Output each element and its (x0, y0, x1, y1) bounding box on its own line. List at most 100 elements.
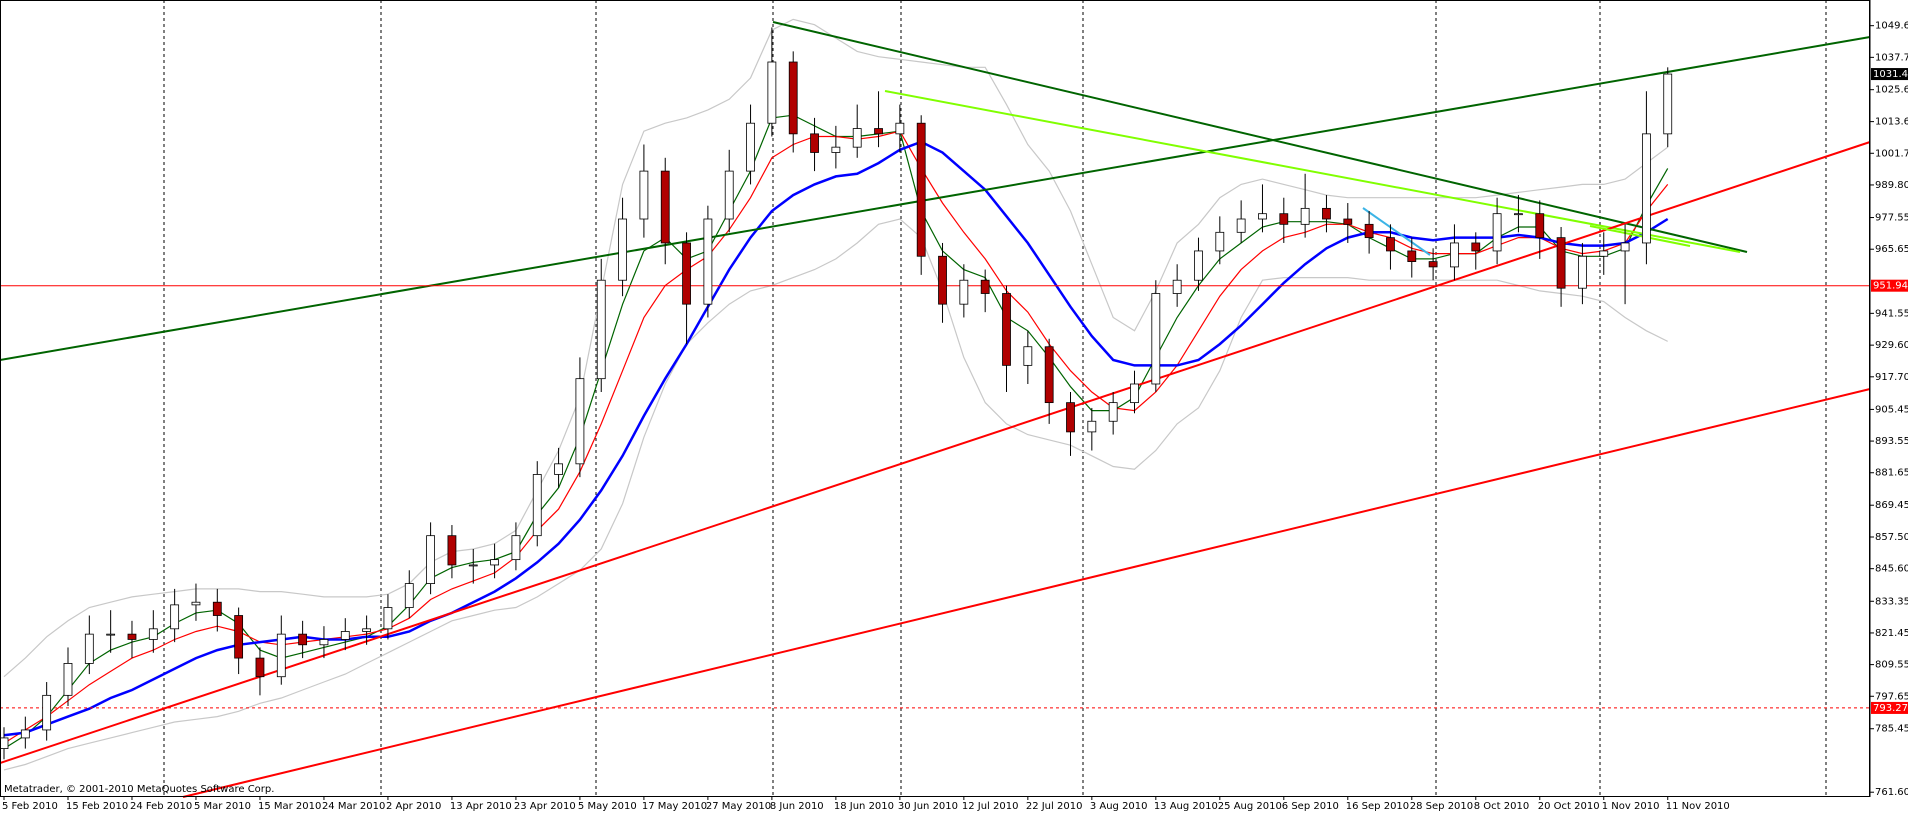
candle-body (1258, 213, 1267, 220)
candle-body (1108, 402, 1118, 422)
x-tick-label: 13 Aug 2010 (1154, 801, 1218, 812)
candle-body (1642, 133, 1651, 244)
candle-body (1343, 218, 1353, 225)
y-tick-label: 917.70 (1875, 372, 1908, 383)
price-tag-label: 1031.47 (1873, 69, 1908, 80)
candle-body (276, 633, 286, 678)
candle-body (916, 122, 926, 257)
y-tick-label: 965.65 (1875, 244, 1908, 255)
indicator-line (3, 18, 1669, 678)
candle-body (1599, 250, 1609, 257)
candle-body (1620, 242, 1630, 252)
y-tick-label: 761.60 (1875, 787, 1908, 798)
candle-body (1151, 293, 1161, 385)
candle-body (1236, 218, 1246, 233)
copyright: Metatrader, © 2001-2010 MetaQuotes Softw… (4, 784, 274, 795)
candle-body (1322, 207, 1331, 220)
candle-body (468, 564, 478, 567)
x-tick-label: 30 Jun 2010 (898, 801, 958, 812)
y-tick-label: 833.35 (1875, 596, 1908, 607)
trend-line (884, 90, 1741, 253)
candle-body (1364, 223, 1374, 239)
candle-body (1535, 213, 1545, 239)
candle-body (426, 535, 436, 584)
candle-body (340, 631, 350, 640)
candle-body (703, 218, 713, 305)
candle-body (1279, 213, 1289, 225)
x-tick-label: 5 Mar 2010 (194, 801, 251, 812)
candle-body (852, 128, 862, 148)
x-tick-label: 23 Apr 2010 (514, 801, 576, 812)
candle-body (980, 279, 990, 294)
candle-body (895, 122, 905, 135)
candle-body (1514, 213, 1523, 216)
candle-body (383, 607, 393, 630)
candle-body (404, 583, 414, 608)
y-tick-label: 881.65 (1875, 468, 1908, 479)
y-tick-label: 845.60 (1875, 564, 1908, 575)
x-tick-label: 5 May 2010 (578, 801, 637, 812)
candle-body (618, 218, 627, 281)
candle-body (1300, 207, 1310, 225)
price-tag (1871, 68, 1908, 81)
candle-body (20, 729, 30, 739)
y-tick-label: 1013.60 (1875, 117, 1908, 128)
y-tick-label: 1001.70 (1875, 148, 1908, 159)
y-tick-label: 905.45 (1875, 404, 1908, 415)
candle-body (639, 170, 649, 220)
x-tick-label: 22 Jul 2010 (1026, 801, 1083, 812)
candle-body (596, 279, 606, 380)
period-separators (163, 0, 1827, 797)
candle-body (84, 633, 94, 664)
y-tick-label: 1049.65 (1875, 21, 1908, 32)
candle-body (1492, 213, 1502, 252)
candle-body (575, 378, 585, 465)
x-tick-label: 27 May 2010 (706, 801, 771, 812)
price-tag (1871, 279, 1908, 292)
candle-body (767, 61, 777, 124)
candle-body (1194, 250, 1203, 281)
x-tick-label: 15 Feb 2010 (66, 801, 128, 812)
x-tick-label: 18 Jun 2010 (834, 801, 894, 812)
x-tick-label: 15 Mar 2010 (258, 801, 321, 812)
candle-body (682, 242, 691, 305)
x-tick-label: 5 Feb 2010 (2, 801, 58, 812)
x-tick-label: 6 Sep 2010 (1282, 801, 1339, 812)
x-tick-label: 13 Apr 2010 (450, 801, 512, 812)
candle-body (938, 255, 947, 305)
candle-body (42, 694, 52, 731)
candle-body (0, 737, 9, 749)
y-tick-label: 857.50 (1875, 532, 1908, 543)
y-tick-label: 977.55 (1875, 213, 1908, 224)
axes: 1049.65 1037.75 1025.60 1013.60 1001.70 989.8… (2, 21, 1908, 812)
candle-body (212, 601, 222, 616)
trend-line (1589, 225, 1691, 247)
x-tick-label: 8 Oct 2010 (1474, 801, 1529, 812)
x-tick-label: 20 Oct 2010 (1538, 801, 1600, 812)
candle-body (554, 463, 563, 475)
y-tick-label: 1025.60 (1875, 85, 1908, 96)
candle-body (362, 628, 372, 632)
candle-body (874, 128, 883, 135)
y-tick-label: 821.45 (1875, 628, 1908, 639)
x-tick-label: 16 Sep 2010 (1346, 801, 1409, 812)
x-tick-label: 8 Jun 2010 (770, 801, 824, 812)
y-tick-label: 929.60 (1875, 340, 1908, 351)
candle-body (511, 535, 521, 561)
x-tick-label: 24 Feb 2010 (130, 801, 192, 812)
candle-body (532, 474, 542, 537)
candle-body (959, 279, 969, 305)
candle-body (1450, 242, 1459, 268)
candle-body (1130, 383, 1139, 404)
candle-body (63, 663, 73, 696)
price-tag (1871, 701, 1908, 714)
x-tick-label: 24 Mar 2010 (322, 801, 385, 812)
candle-body (831, 146, 841, 153)
candle-body (788, 61, 798, 135)
candle-body (106, 633, 116, 636)
candle-body (1578, 255, 1587, 289)
candle-body (660, 170, 670, 244)
candle-body (191, 601, 201, 606)
